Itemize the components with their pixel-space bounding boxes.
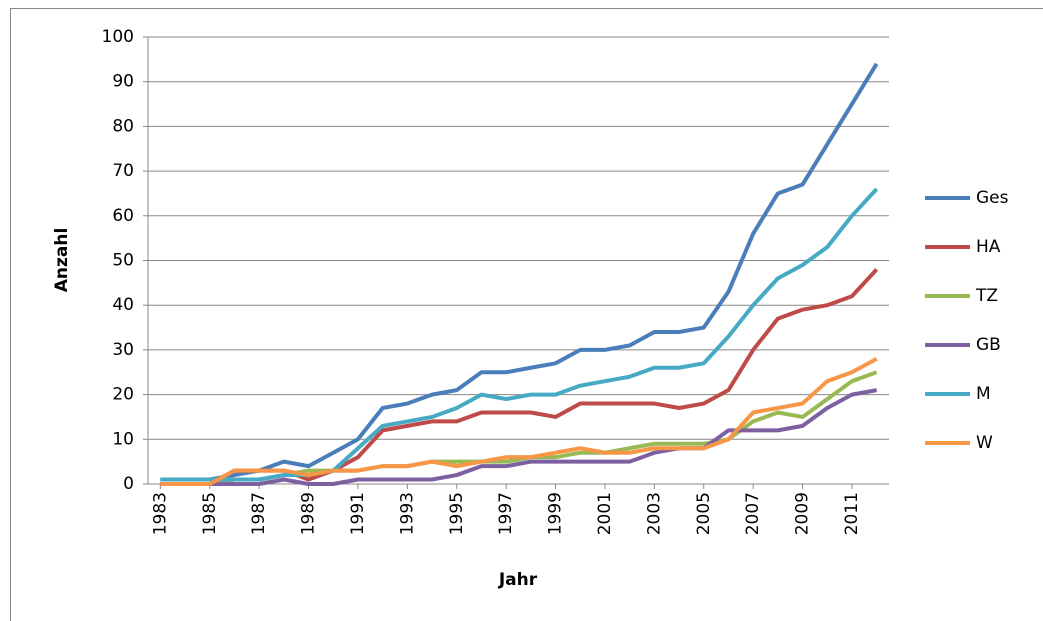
y-tick-label: 0 (123, 474, 134, 494)
legend-label: GB (976, 335, 1001, 355)
chart-frame (10, 8, 1043, 621)
x-tick-label: 1995 (447, 492, 467, 535)
series-line (160, 187, 879, 482)
y-tick-label: 40 (112, 295, 134, 315)
x-tick-label: 1991 (348, 492, 368, 535)
y-tick-label: 100 (102, 27, 134, 47)
y-tick-label: 80 (112, 116, 134, 136)
x-tick-label: 1999 (546, 492, 566, 535)
x-tick-label: 2007 (743, 492, 763, 535)
x-axis-title: Jahr (498, 570, 538, 590)
series-line (160, 388, 878, 486)
x-tick-label: 2005 (694, 492, 714, 535)
y-tick-label: 60 (112, 206, 134, 226)
legend-label: Ges (976, 188, 1009, 208)
x-tick-label: 2011 (842, 492, 862, 535)
y-axis-title: Anzahl (52, 228, 72, 293)
y-tick-label: 10 (112, 429, 134, 449)
x-tick-label: 2003 (644, 492, 664, 535)
legend-label: M (976, 384, 991, 404)
x-tick-label: 1985 (200, 492, 220, 535)
legend-label: TZ (975, 286, 998, 306)
x-tick-label: 1987 (249, 492, 269, 535)
x-tick-label: 1983 (150, 492, 170, 535)
series-line (160, 62, 879, 482)
x-tick-label: 1997 (496, 492, 516, 535)
legend-label: W (976, 433, 993, 453)
y-tick-label: 30 (112, 340, 134, 360)
x-tick-label: 2009 (793, 492, 813, 535)
series-line (160, 357, 878, 486)
y-tick-label: 20 (112, 385, 134, 405)
y-tick-label: 70 (112, 161, 134, 181)
y-tick-label: 50 (112, 251, 134, 271)
x-tick-label: 2001 (595, 492, 615, 535)
x-tick-label: 1989 (299, 492, 319, 535)
x-tick-label: 1993 (397, 492, 417, 535)
legend-label: HA (976, 237, 1001, 257)
y-tick-label: 90 (112, 72, 134, 92)
